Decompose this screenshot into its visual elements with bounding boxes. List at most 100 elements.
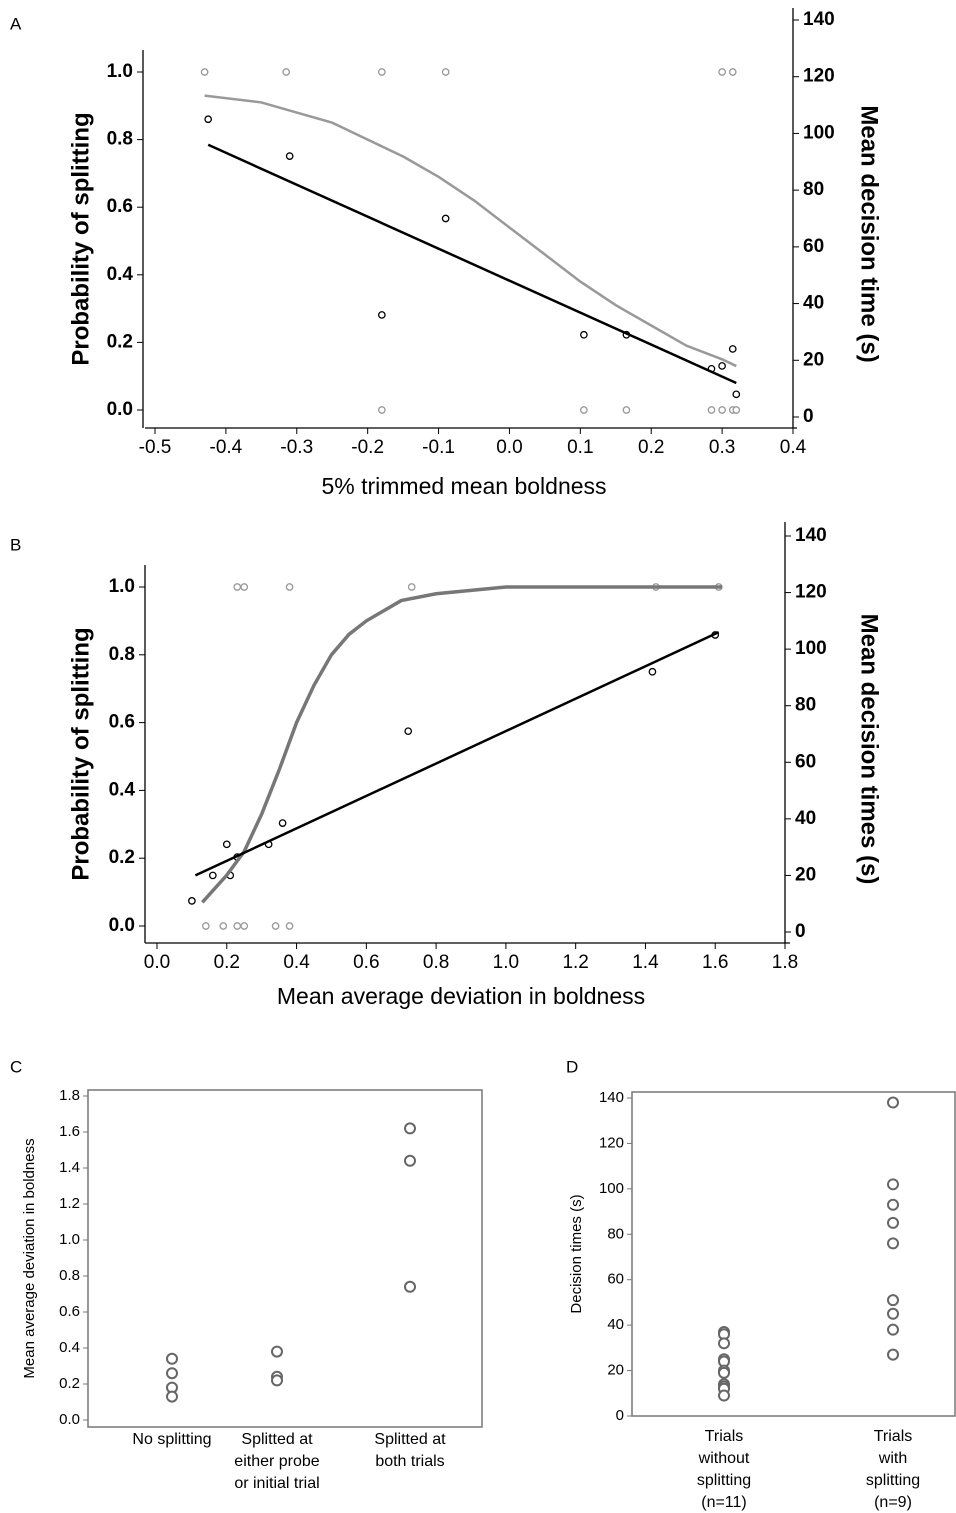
x-tick-label: -0.1 bbox=[422, 437, 455, 458]
data-point bbox=[188, 897, 196, 905]
y-tick-label: 0.6 bbox=[107, 196, 133, 217]
data-point bbox=[404, 1154, 416, 1167]
data-point bbox=[222, 840, 231, 849]
y-tick-label: 100 bbox=[599, 1180, 624, 1197]
data-point bbox=[285, 583, 294, 591]
x-tick-label: 1.0 bbox=[493, 952, 519, 973]
y-tick-label: 0.0 bbox=[59, 1411, 80, 1428]
y2-tick-label: 140 bbox=[795, 525, 827, 546]
x-tick-label: 1.2 bbox=[562, 952, 588, 973]
y-axis-label: Probability of splitting bbox=[67, 112, 94, 365]
data-point bbox=[377, 68, 386, 76]
y-tick-label: 140 bbox=[599, 1089, 624, 1106]
data-point bbox=[166, 1352, 178, 1365]
y2-axis-label: Mean decision times (s) bbox=[856, 614, 883, 885]
y-axis-label: Mean average deviation in boldness bbox=[21, 1138, 38, 1378]
data-point bbox=[887, 1198, 899, 1211]
y-tick-label: 0.4 bbox=[107, 264, 134, 285]
x-tick-label: 0.2 bbox=[638, 437, 664, 458]
y-tick-label: 0.4 bbox=[59, 1339, 80, 1356]
y-tick-label: 1.6 bbox=[59, 1123, 80, 1140]
y2-axis-label: Mean decision time (s) bbox=[856, 105, 883, 362]
y-tick-label: 0.2 bbox=[109, 847, 135, 868]
data-point bbox=[278, 819, 287, 827]
x-tick-label: -0.2 bbox=[351, 437, 384, 458]
data-point bbox=[887, 1178, 899, 1191]
data-point bbox=[887, 1323, 899, 1336]
data-point bbox=[887, 1216, 899, 1229]
data-point bbox=[404, 1122, 416, 1135]
y-tick-label: 1.2 bbox=[59, 1195, 80, 1212]
data-point bbox=[201, 922, 210, 930]
x-tick-label: 0.6 bbox=[353, 952, 379, 973]
data-point bbox=[200, 68, 209, 76]
y2-tick-label: 80 bbox=[795, 695, 816, 716]
y2-tick-label: 40 bbox=[803, 293, 824, 314]
data-point bbox=[204, 115, 213, 124]
y-tick-label: 60 bbox=[607, 1271, 624, 1288]
data-point bbox=[271, 922, 280, 930]
x-tick-label: 1.8 bbox=[772, 952, 798, 973]
data-point bbox=[887, 1348, 899, 1361]
data-point bbox=[887, 1307, 899, 1320]
data-point bbox=[233, 922, 242, 930]
x-tick-label: 0.2 bbox=[214, 952, 240, 973]
x-tick-label: or initial trial bbox=[234, 1475, 319, 1492]
data-point bbox=[441, 68, 450, 76]
y-tick-label: 1.0 bbox=[59, 1231, 80, 1248]
y-tick-label: 1.0 bbox=[107, 61, 133, 82]
y2-tick-label: 100 bbox=[795, 638, 827, 659]
data-point bbox=[732, 390, 741, 399]
data-point bbox=[166, 1390, 178, 1403]
y-tick-label: 1.4 bbox=[59, 1159, 80, 1176]
y-tick-label: 40 bbox=[607, 1316, 624, 1333]
y2-tick-label: 60 bbox=[795, 751, 816, 772]
data-point bbox=[404, 1280, 416, 1293]
y-tick-label: 0.8 bbox=[59, 1267, 80, 1284]
y2-tick-label: 140 bbox=[803, 9, 835, 30]
data-point bbox=[718, 1337, 730, 1350]
y-axis-label: Decision times (s) bbox=[568, 1194, 585, 1313]
x-tick-label: 1.6 bbox=[702, 952, 728, 973]
data-point bbox=[271, 1345, 283, 1358]
y-axis-label: Probability of splitting bbox=[67, 627, 94, 880]
x-tick-label: -0.5 bbox=[139, 437, 172, 458]
x-tick-label: either probe bbox=[234, 1453, 319, 1470]
x-tick-label: 1.4 bbox=[632, 952, 659, 973]
x-tick-label: with bbox=[878, 1450, 907, 1467]
plot-frame bbox=[87, 1089, 483, 1428]
data-point bbox=[166, 1367, 178, 1380]
y-tick-label: 0.4 bbox=[109, 779, 136, 800]
y2-tick-label: 120 bbox=[803, 66, 835, 87]
data-point bbox=[887, 1237, 899, 1250]
x-tick-label: Splitted at bbox=[241, 1431, 313, 1448]
data-point bbox=[580, 406, 588, 414]
x-axis-label: Mean average deviation in boldness bbox=[277, 983, 645, 1009]
x-tick-label: Splitted at bbox=[374, 1431, 446, 1448]
x-tick-label: splitting bbox=[866, 1472, 920, 1489]
fit-line bbox=[201, 585, 723, 904]
fit-line bbox=[194, 631, 720, 877]
data-point bbox=[718, 68, 726, 76]
y-tick-label: 0.6 bbox=[109, 712, 135, 733]
data-point bbox=[718, 1389, 730, 1402]
data-point bbox=[707, 406, 716, 414]
x-tick-label: (n=9) bbox=[874, 1494, 912, 1511]
y-tick-label: 1.8 bbox=[59, 1087, 80, 1104]
data-point bbox=[271, 1374, 283, 1387]
y2-tick-label: 120 bbox=[795, 582, 827, 603]
data-point bbox=[718, 362, 726, 370]
data-point bbox=[718, 1366, 730, 1379]
x-tick-label: 0.1 bbox=[567, 437, 593, 458]
fit-line bbox=[207, 143, 737, 385]
y-tick-label: 0.0 bbox=[109, 915, 135, 936]
x-tick-label: 0.0 bbox=[496, 437, 522, 458]
y-tick-label: 1.0 bbox=[109, 576, 135, 597]
y-tick-label: 0.0 bbox=[107, 399, 133, 420]
data-point bbox=[233, 583, 242, 591]
data-point bbox=[285, 922, 294, 930]
x-tick-label: without bbox=[698, 1450, 750, 1467]
data-point bbox=[240, 922, 249, 930]
data-point bbox=[728, 345, 737, 353]
